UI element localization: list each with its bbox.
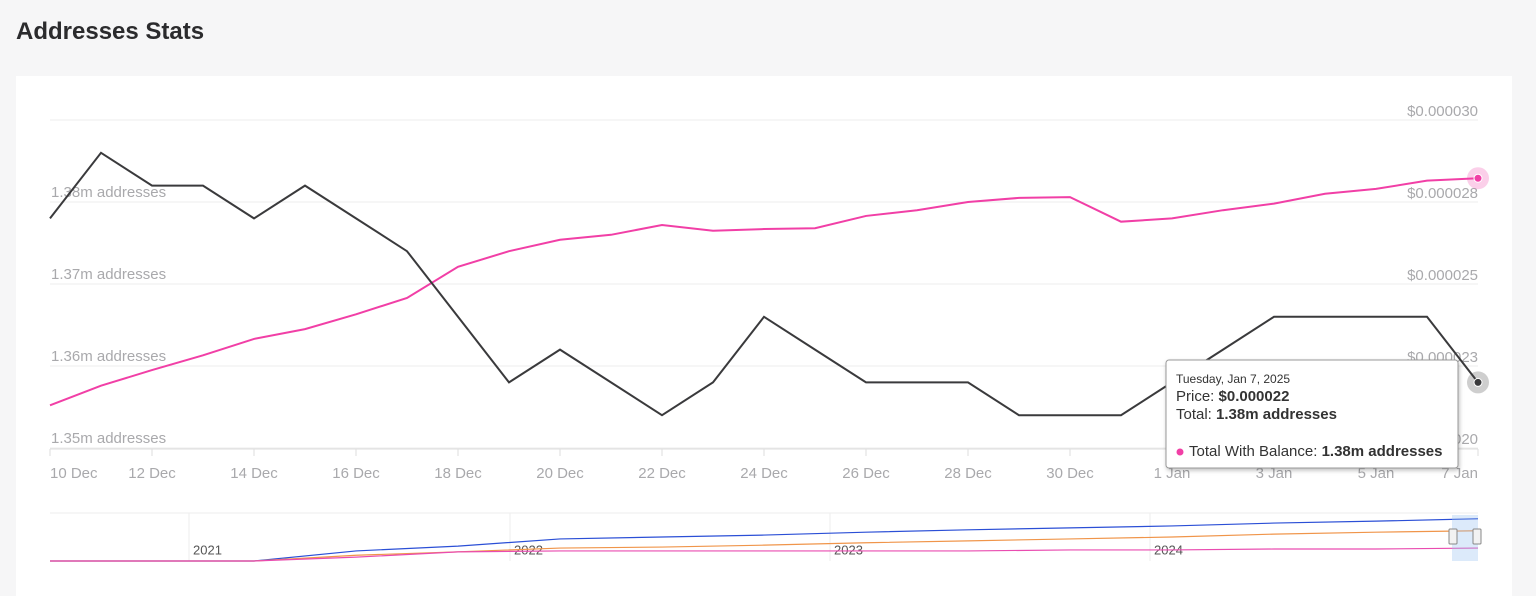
tooltip-dot [1176, 448, 1184, 456]
navigator-line [50, 530, 1479, 562]
chart: $0.000020$0.000023$0.000025$0.000028$0.0… [49, 103, 1489, 562]
navigator-line [50, 547, 1479, 562]
x-tick-label: 18 Dec [434, 465, 482, 482]
x-tick-label: 26 Dec [842, 465, 890, 482]
y2-tick-label: $0.000030 [1407, 103, 1478, 120]
x-tick-label: 24 Dec [740, 465, 788, 482]
x-tick-label: 20 Dec [536, 465, 584, 482]
tooltip-value: 1.38m addresses [1322, 443, 1443, 460]
point [1473, 173, 1483, 183]
x-tick-label: 5 Jan [1358, 465, 1395, 482]
y2-tick-label: $0.000025 [1407, 267, 1478, 284]
point [1473, 377, 1483, 387]
page: Addresses Stats $0.000020$0.000023$0.000… [16, 18, 1489, 562]
y-tick-label: 1.36m addresses [51, 348, 166, 365]
page-title: Addresses Stats [16, 18, 205, 45]
navigator-label: 2023 [834, 542, 863, 557]
x-tick-label: 28 Dec [944, 465, 992, 482]
tooltip-row: Total With Balance: 1.38m addresses [1189, 443, 1443, 460]
series-line [49, 151, 1479, 417]
series-line [49, 177, 1479, 407]
y-tick-label: 1.37m addresses [51, 266, 166, 283]
y-tick-label: 1.38m addresses [51, 184, 166, 201]
y-tick-label: 1.35m addresses [51, 430, 166, 447]
x-tick-label: 16 Dec [332, 465, 380, 482]
tooltip-value: 1.38m addresses [1216, 406, 1337, 423]
x-tick-label: 22 Dec [638, 465, 686, 482]
tooltip-label: Total With Balance: [1189, 443, 1317, 460]
tooltip-row: Total: 1.38m addresses [1176, 406, 1337, 423]
navigator-label: 2021 [193, 542, 222, 557]
tooltip-value: $0.000022 [1219, 388, 1290, 405]
x-tick-label: 1 Jan [1154, 465, 1191, 482]
navigator-label: 2022 [514, 542, 543, 557]
x-tick-label: 14 Dec [230, 465, 278, 482]
tooltip-label: Price: [1176, 388, 1214, 405]
y2-tick-label: $0.000028 [1407, 185, 1478, 202]
navigator-line [50, 518, 1479, 562]
navigator-handle[interactable] [1472, 528, 1482, 545]
tooltip-row: Price: $0.000022 [1176, 388, 1289, 405]
x-tick-label: 10 Dec [50, 465, 98, 482]
x-tick-label: 3 Jan [1256, 465, 1293, 482]
tooltip-date: Tuesday, Jan 7, 2025 [1176, 372, 1290, 386]
x-tick-label: 7 Jan [1441, 465, 1478, 482]
x-tick-label: 12 Dec [128, 465, 176, 482]
x-tick-label: 30 Dec [1046, 465, 1094, 482]
tooltip-box [1165, 359, 1459, 469]
tooltip-label: Total: [1176, 406, 1212, 423]
navigator-handle[interactable] [1448, 528, 1458, 545]
